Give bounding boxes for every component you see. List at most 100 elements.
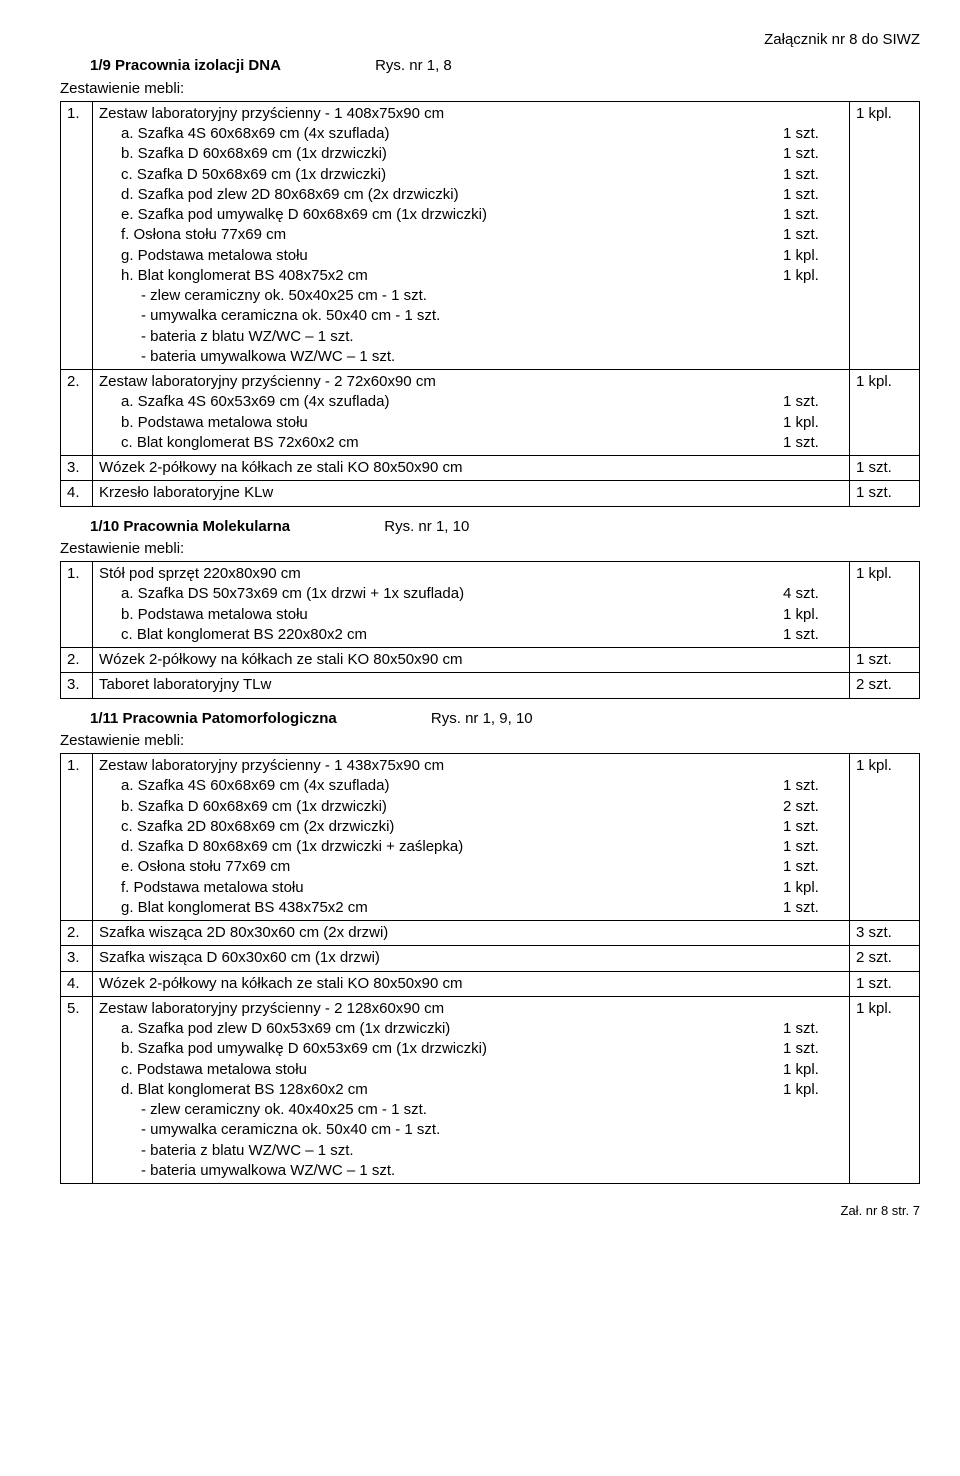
- sub-item: d. Szafka pod zlew 2D 80x68x69 cm (2x dr…: [99, 185, 843, 205]
- sub-item-qty: 1 kpl.: [783, 246, 843, 266]
- table-row: 4.Wózek 2-półkowy na kółkach ze stali KO…: [61, 971, 920, 996]
- table-row: 1.Stół pod sprzęt 220x80x90 cma. Szafka …: [61, 562, 920, 648]
- sub-item: d. Blat konglomerat BS 128x60x2 cm1 kpl.: [99, 1080, 843, 1100]
- section-2-zest-label: Zestawienie mebli:: [60, 539, 920, 559]
- row-number: 3.: [61, 946, 93, 971]
- sub-item-label: f. Podstawa metalowa stołu: [121, 878, 783, 898]
- sub-item: g. Podstawa metalowa stołu1 kpl.: [99, 246, 843, 266]
- row-number: 2.: [61, 921, 93, 946]
- sub-item: a. Szafka DS 50x73x69 cm (1x drzwi + 1x …: [99, 584, 843, 604]
- row-description: Wózek 2-półkowy na kółkach ze stali KO 8…: [93, 648, 850, 673]
- section-1-table: 1.Zestaw laboratoryjny przyścienny - 1 4…: [60, 101, 920, 507]
- sub-item-qty: 1 kpl.: [783, 413, 843, 433]
- section-1-zest-label: Zestawienie mebli:: [60, 79, 920, 99]
- sub-item: a. Szafka 4S 60x68x69 cm (4x szuflada)1 …: [99, 124, 843, 144]
- table-row: 3. Wózek 2-półkowy na kółkach ze stali KO…: [61, 456, 920, 481]
- sub-item-qty: 1 szt.: [783, 165, 843, 185]
- section-2-rys: Rys. nr 1, 10: [384, 518, 469, 535]
- section-1-heading: 1/9 Pracownia izolacji DNA Rys. nr 1, 8: [90, 56, 920, 76]
- sub-item-label: g. Blat konglomerat BS 438x75x2 cm: [121, 898, 783, 918]
- section-1-rys: Rys. nr 1, 8: [375, 57, 452, 74]
- note-line: - bateria umywalkowa WZ/WC – 1 szt.: [99, 347, 843, 367]
- row-number: 4.: [61, 481, 93, 506]
- row-number: 3.: [61, 456, 93, 481]
- sub-item: a. Szafka 4S 60x53x69 cm (4x szuflada)1 …: [99, 392, 843, 412]
- sub-item: a. Szafka pod zlew D 60x53x69 cm (1x drz…: [99, 1019, 843, 1039]
- note-line: - bateria z blatu WZ/WC – 1 szt.: [99, 1141, 843, 1161]
- row-qty: 1 kpl.: [850, 996, 920, 1183]
- sub-item: e. Osłona stołu 77x69 cm1 szt.: [99, 857, 843, 877]
- sub-item-label: f. Osłona stołu 77x69 cm: [121, 225, 783, 245]
- sub-item-label: b. Szafka D 60x68x69 cm (1x drzwiczki): [121, 144, 783, 164]
- row-head: Krzesło laboratoryjne KLw: [99, 483, 843, 503]
- table-row: 3. Szafka wisząca D 60x30x60 cm (1x drzwi…: [61, 946, 920, 971]
- row-qty: 2 szt.: [850, 673, 920, 698]
- row-description: Zestaw laboratoryjny przyścienny - 2 128…: [93, 996, 850, 1183]
- row-description: Zestaw laboratoryjny przyścienny - 1 438…: [93, 754, 850, 921]
- row-number: 5.: [61, 996, 93, 1183]
- sub-item-label: a. Szafka 4S 60x68x69 cm (4x szuflada): [121, 124, 783, 144]
- sub-item-label: d. Szafka pod zlew 2D 80x68x69 cm (2x dr…: [121, 185, 783, 205]
- sub-item-qty: 1 kpl.: [783, 266, 843, 286]
- row-qty: 3 szt.: [850, 921, 920, 946]
- sub-item-label: c. Podstawa metalowa stołu: [121, 1060, 783, 1080]
- sub-item-qty: 1 kpl.: [783, 605, 843, 625]
- sub-item-qty: 1 szt.: [783, 205, 843, 225]
- sub-item: d. Szafka D 80x68x69 cm (1x drzwiczki + …: [99, 837, 843, 857]
- table-row: 5. Zestaw laboratoryjny przyścienny - 2 1…: [61, 996, 920, 1183]
- sub-item-label: a. Szafka 4S 60x68x69 cm (4x szuflada): [121, 776, 783, 796]
- sub-item-label: a. Szafka pod zlew D 60x53x69 cm (1x drz…: [121, 1019, 783, 1039]
- section-3-title: 1/11 Pracownia Patomorfologiczna: [90, 710, 337, 727]
- row-head: Szafka wisząca 2D 80x30x60 cm (2x drzwi): [99, 923, 843, 943]
- row-qty: 1 kpl.: [850, 370, 920, 456]
- table-row: 2. Szafka wisząca 2D 80x30x60 cm (2x drzw…: [61, 921, 920, 946]
- sub-item: a. Szafka 4S 60x68x69 cm (4x szuflada)1 …: [99, 776, 843, 796]
- row-head: Wózek 2-półkowy na kółkach ze stali KO 8…: [99, 974, 843, 994]
- note-line: - bateria z blatu WZ/WC – 1 szt.: [99, 327, 843, 347]
- section-2-title: 1/10 Pracownia Molekularna: [90, 518, 290, 535]
- row-head: Wózek 2-półkowy na kółkach ze stali KO 8…: [99, 650, 843, 670]
- row-qty: 1 kpl.: [850, 754, 920, 921]
- sub-item: b. Szafka pod umywalkę D 60x53x69 cm (1x…: [99, 1039, 843, 1059]
- note-line: - umywalka ceramiczna ok. 50x40 cm - 1 s…: [99, 306, 843, 326]
- row-qty: 1 szt.: [850, 648, 920, 673]
- sub-item-label: c. Blat konglomerat BS 72x60x2 cm: [121, 433, 783, 453]
- sub-item-qty: 1 szt.: [783, 433, 843, 453]
- note-line: - zlew ceramiczny ok. 50x40x25 cm - 1 sz…: [99, 286, 843, 306]
- sub-item-label: c. Szafka 2D 80x68x69 cm (2x drzwiczki): [121, 817, 783, 837]
- row-description: Stół pod sprzęt 220x80x90 cma. Szafka DS…: [93, 562, 850, 648]
- row-number: 1.: [61, 101, 93, 369]
- row-qty: 2 szt.: [850, 946, 920, 971]
- row-number: 1.: [61, 562, 93, 648]
- sub-item-label: b. Szafka D 60x68x69 cm (1x drzwiczki): [121, 797, 783, 817]
- row-description: Krzesło laboratoryjne KLw: [93, 481, 850, 506]
- sub-item-qty: 1 szt.: [783, 124, 843, 144]
- sub-item-label: c. Szafka D 50x68x69 cm (1x drzwiczki): [121, 165, 783, 185]
- row-head: Zestaw laboratoryjny przyścienny - 2 128…: [99, 999, 843, 1019]
- table-row: 2.Zestaw laboratoryjny przyścienny - 2 7…: [61, 370, 920, 456]
- sub-item-label: a. Szafka 4S 60x53x69 cm (4x szuflada): [121, 392, 783, 412]
- row-number: 2.: [61, 370, 93, 456]
- table-row: 1.Zestaw laboratoryjny przyścienny - 1 4…: [61, 754, 920, 921]
- page-header-right: Załącznik nr 8 do SIWZ: [60, 30, 920, 50]
- row-head: Szafka wisząca D 60x30x60 cm (1x drzwi): [99, 948, 843, 968]
- table-row: 1.Zestaw laboratoryjny przyścienny - 1 4…: [61, 101, 920, 369]
- table-row: 3.Taboret laboratoryjny TLw2 szt.: [61, 673, 920, 698]
- sub-item-label: d. Blat konglomerat BS 128x60x2 cm: [121, 1080, 783, 1100]
- row-qty: 1 szt.: [850, 481, 920, 506]
- sub-item-qty: 1 szt.: [783, 225, 843, 245]
- section-2-table: 1.Stół pod sprzęt 220x80x90 cma. Szafka …: [60, 561, 920, 699]
- sub-item-label: b. Podstawa metalowa stołu: [121, 413, 783, 433]
- section-3-heading: 1/11 Pracownia Patomorfologiczna Rys. nr…: [90, 709, 920, 729]
- sub-item-qty: 1 szt.: [783, 625, 843, 645]
- sub-item-label: b. Szafka pod umywalkę D 60x53x69 cm (1x…: [121, 1039, 783, 1059]
- row-description: Zestaw laboratoryjny przyścienny - 2 72x…: [93, 370, 850, 456]
- sub-item: g. Blat konglomerat BS 438x75x2 cm1 szt.: [99, 898, 843, 918]
- sub-item-label: d. Szafka D 80x68x69 cm (1x drzwiczki + …: [121, 837, 783, 857]
- row-head: Wózek 2-półkowy na kółkach ze stali KO 8…: [99, 458, 843, 478]
- row-description: Szafka wisząca 2D 80x30x60 cm (2x drzwi): [93, 921, 850, 946]
- sub-item-qty: 1 szt.: [783, 185, 843, 205]
- row-head: Zestaw laboratoryjny przyścienny - 1 438…: [99, 756, 843, 776]
- row-number: 2.: [61, 648, 93, 673]
- row-qty: 1 szt.: [850, 456, 920, 481]
